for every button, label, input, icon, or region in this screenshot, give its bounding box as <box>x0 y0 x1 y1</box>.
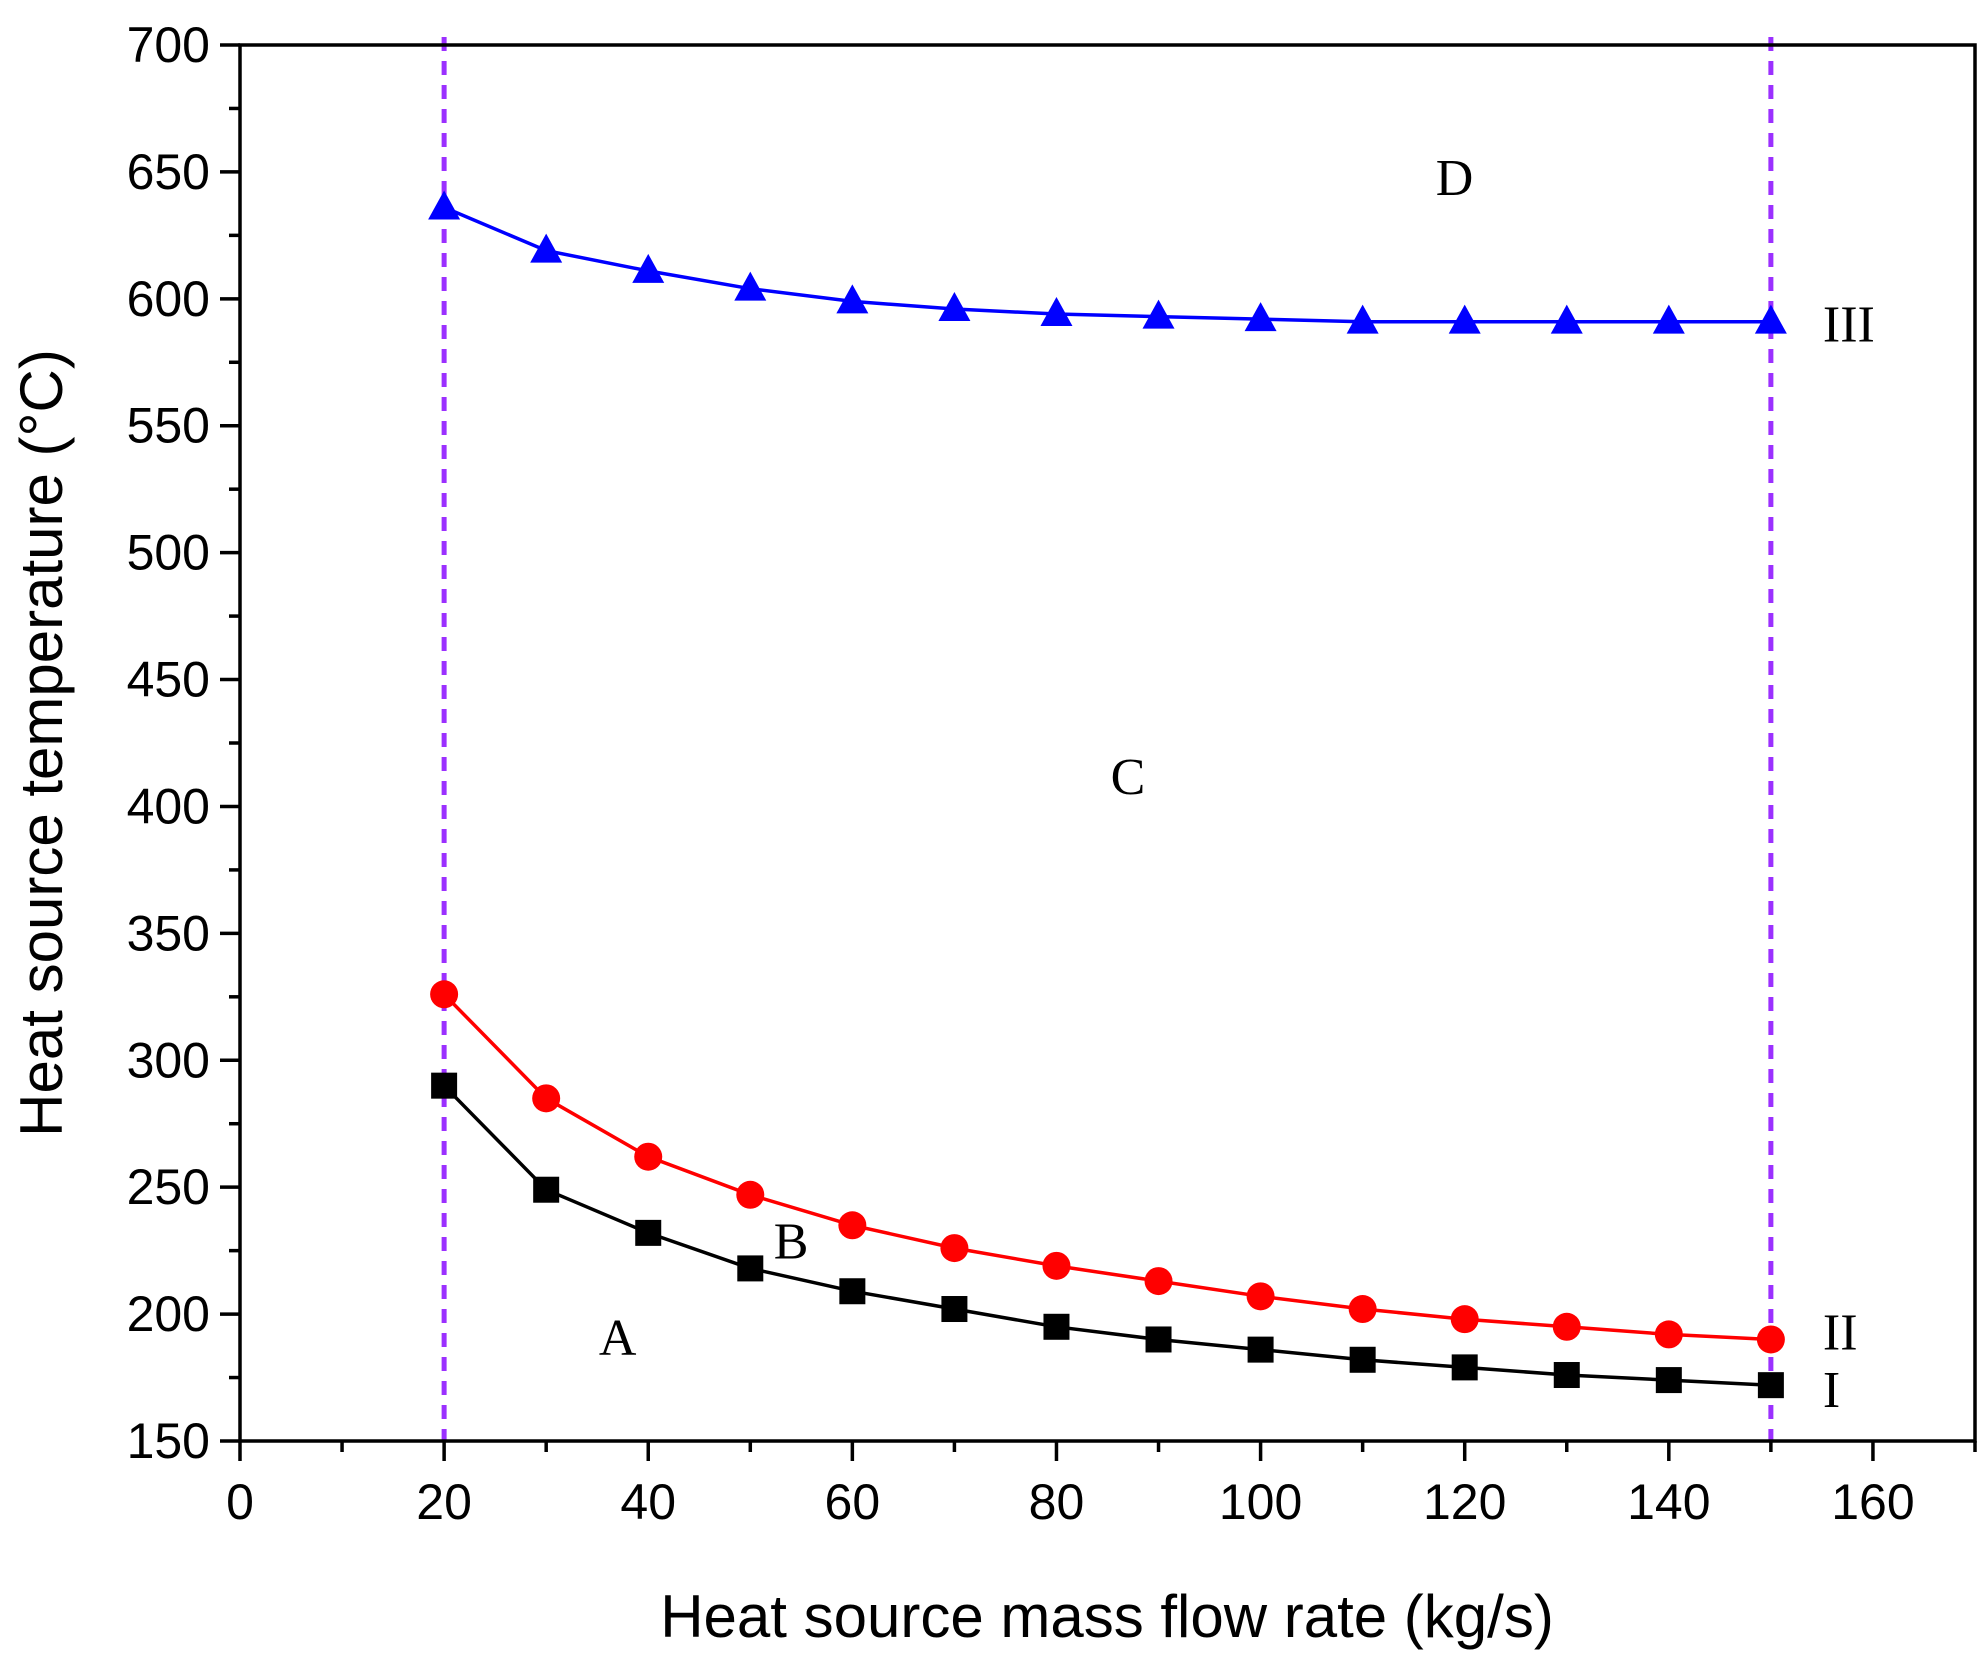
data-point <box>1450 1305 1479 1334</box>
data-point <box>1655 1367 1682 1394</box>
data-point <box>431 1072 458 1099</box>
data-point <box>734 271 767 301</box>
x-tick-label: 40 <box>620 1474 676 1530</box>
data-point <box>530 233 563 263</box>
data-point <box>1448 304 1481 334</box>
data-point <box>428 190 461 220</box>
y-tick-label: 500 <box>127 525 210 581</box>
y-tick-label: 650 <box>127 144 210 200</box>
data-point <box>430 980 459 1009</box>
region-label-B: B <box>774 1213 809 1270</box>
plot-frame <box>238 43 1977 1443</box>
y-tick-label: 200 <box>127 1286 210 1342</box>
data-point <box>737 1255 764 1282</box>
x-tick-label: 80 <box>1029 1474 1085 1530</box>
data-point <box>1144 1267 1173 1296</box>
series-label-II: II <box>1823 1304 1858 1361</box>
data-point <box>635 1219 662 1246</box>
y-tick-label: 150 <box>127 1413 210 1469</box>
x-tick-label: 20 <box>416 1474 472 1530</box>
series-label-I: I <box>1823 1362 1840 1419</box>
y-tick-label: 550 <box>127 398 210 454</box>
data-point <box>533 1176 560 1203</box>
series-II <box>430 980 1785 1354</box>
y-tick-label: 450 <box>127 652 210 708</box>
data-point <box>1247 1336 1274 1363</box>
series-line <box>442 993 1771 1342</box>
data-point <box>940 1234 969 1263</box>
data-point <box>1553 1362 1580 1389</box>
y-axis-ticks: 150 200 250 300 350 400 450 500 550 600 650 700 <box>127 17 240 1469</box>
data-point <box>941 1296 968 1323</box>
boundary-lines <box>441 37 1774 1441</box>
data-point <box>632 253 665 283</box>
x-tick-label: 100 <box>1219 1474 1302 1530</box>
data-point <box>839 1278 866 1305</box>
data-point <box>1756 1325 1785 1354</box>
data-point <box>1145 1326 1172 1353</box>
data-point <box>1042 1251 1071 1280</box>
x-tick-label: 120 <box>1423 1474 1506 1530</box>
data-point <box>938 291 971 321</box>
data-point <box>1757 1372 1784 1399</box>
x-tick-label: 140 <box>1627 1474 1710 1530</box>
region-label-A: A <box>599 1310 637 1367</box>
series-line <box>442 1084 1771 1387</box>
data-point <box>838 1211 867 1240</box>
x-tick-label: 0 <box>226 1474 254 1530</box>
data-point <box>532 1084 561 1113</box>
data-point <box>736 1180 765 1209</box>
data-point <box>1040 297 1073 327</box>
data-point <box>1654 1320 1683 1349</box>
x-axis-title: Heat source mass flow rate (kg/s) <box>660 1583 1554 1650</box>
series-label-III: III <box>1823 297 1875 354</box>
y-axis-title: Heat source temperature (°C) <box>8 349 75 1137</box>
data-point <box>1349 1346 1376 1373</box>
data-point <box>1550 304 1583 334</box>
data-point <box>1348 1295 1377 1324</box>
y-tick-label: 350 <box>127 905 210 961</box>
series-III <box>428 190 1787 334</box>
y-tick-label: 600 <box>127 271 210 327</box>
x-tick-label: 160 <box>1831 1474 1914 1530</box>
data-point <box>1043 1313 1070 1340</box>
y-tick-label: 300 <box>127 1032 210 1088</box>
data-point <box>1246 1282 1275 1311</box>
x-tick-label: 60 <box>825 1474 881 1530</box>
data-point <box>836 284 869 314</box>
series-line <box>443 205 1771 324</box>
data-point <box>634 1142 663 1171</box>
series-group <box>428 190 1787 1399</box>
data-point <box>1552 1312 1581 1341</box>
y-tick-label: 250 <box>127 1159 210 1215</box>
region-labels: A B C D <box>599 150 1473 1367</box>
region-label-C: C <box>1111 749 1146 806</box>
series-I <box>431 1072 1784 1399</box>
y-tick-label: 700 <box>127 17 210 73</box>
data-point <box>1346 304 1379 334</box>
data-point <box>1754 304 1787 334</box>
data-point <box>1451 1354 1478 1381</box>
x-axis-ticks: 0 20 40 60 80 100 120 140 160 <box>226 1441 1977 1530</box>
data-point <box>1142 299 1175 329</box>
data-point <box>1244 302 1277 332</box>
region-label-D: D <box>1436 150 1474 207</box>
y-tick-label: 400 <box>127 778 210 834</box>
axes <box>238 43 1977 1443</box>
data-point <box>1652 304 1685 334</box>
